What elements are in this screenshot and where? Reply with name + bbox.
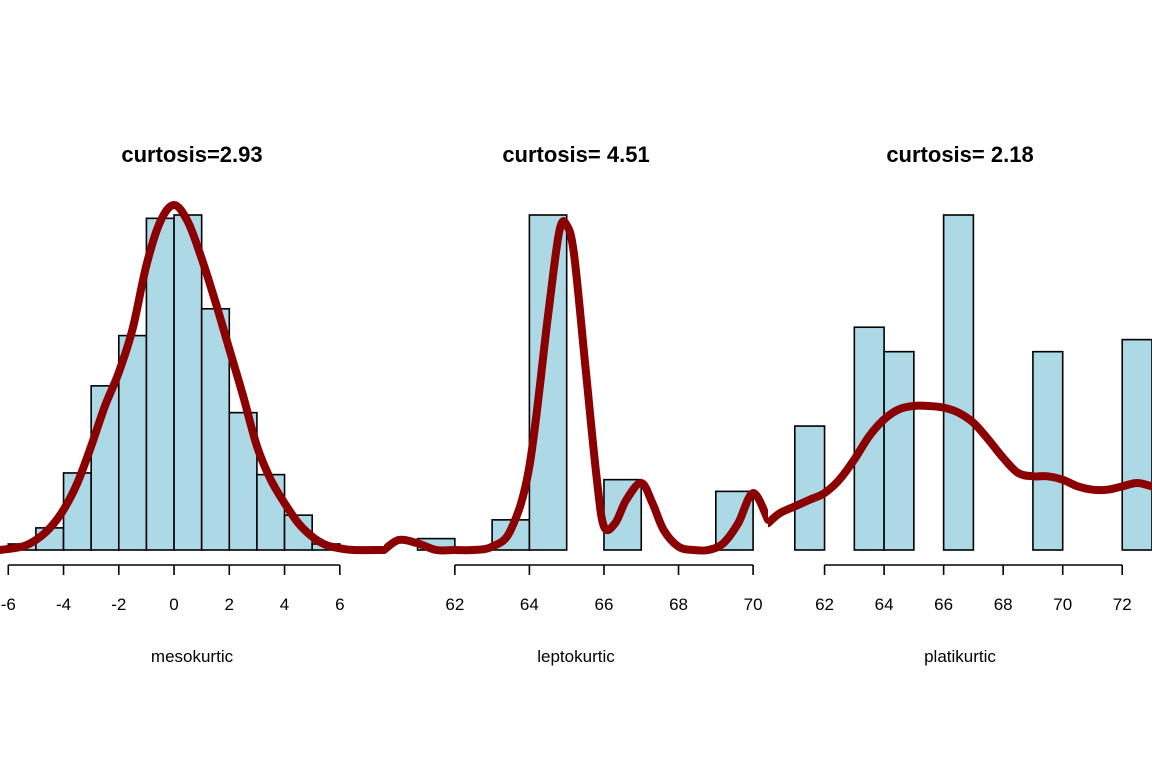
chart-title: curtosis= 2.18	[886, 142, 1033, 167]
x-tick-label: 2	[225, 595, 234, 614]
bar	[1032, 350, 1064, 551]
bar	[145, 217, 175, 551]
x-tick-label: 66	[595, 595, 614, 614]
bars	[793, 214, 1152, 551]
x-tick-label: 68	[994, 595, 1013, 614]
x-tick-label: -4	[56, 595, 71, 614]
x-tick-label: 6	[335, 595, 344, 614]
x-tick-label: 70	[744, 595, 763, 614]
panel-3: curtosis= 2.18 62 64 66 68 70 72 platikurtic	[768, 142, 1152, 666]
x-axis-label: mesokurtic	[151, 647, 234, 666]
density-curve	[384, 217, 768, 555]
bar	[793, 425, 826, 551]
bar	[883, 350, 915, 551]
x-tick-label: 4	[280, 595, 289, 614]
panel-2: curtosis= 4.51 62 64 66 68 70 leptokurtic	[384, 142, 768, 666]
x-tick-label: 0	[169, 595, 178, 614]
x-axis-label: platikurtic	[924, 647, 996, 666]
density-curve	[768, 401, 1152, 528]
x-tick-label: 66	[934, 595, 953, 614]
x-tick-label: 64	[520, 595, 539, 614]
panel-1: curtosis=2.93 -6 -4 -2 0 2 4 6 mesokurtic	[0, 142, 384, 666]
x-tick-label: -6	[1, 595, 16, 614]
x-tick-label: 70	[1053, 595, 1072, 614]
x-tick-label: 64	[875, 595, 894, 614]
x-tick-label: 72	[1113, 595, 1132, 614]
x-axis: -6 -4 -2 0 2 4 6	[1, 564, 345, 614]
chart-title: curtosis=2.93	[121, 142, 262, 167]
x-tick-label: 62	[445, 595, 464, 614]
bar	[173, 214, 203, 551]
x-axis-label: leptokurtic	[537, 647, 615, 666]
x-tick-label: 62	[815, 595, 834, 614]
bar	[942, 214, 975, 551]
bar	[1121, 338, 1152, 551]
chart-title: curtosis= 4.51	[502, 142, 649, 167]
x-axis: 62 64 66 68 70	[445, 564, 763, 614]
bars	[7, 214, 341, 551]
x-axis: 62 64 66 68 70 72	[815, 564, 1132, 614]
bar	[528, 214, 568, 551]
bars	[416, 214, 754, 551]
x-tick-label: -2	[111, 595, 126, 614]
density-curve	[0, 200, 384, 555]
x-tick-label: 68	[669, 595, 688, 614]
